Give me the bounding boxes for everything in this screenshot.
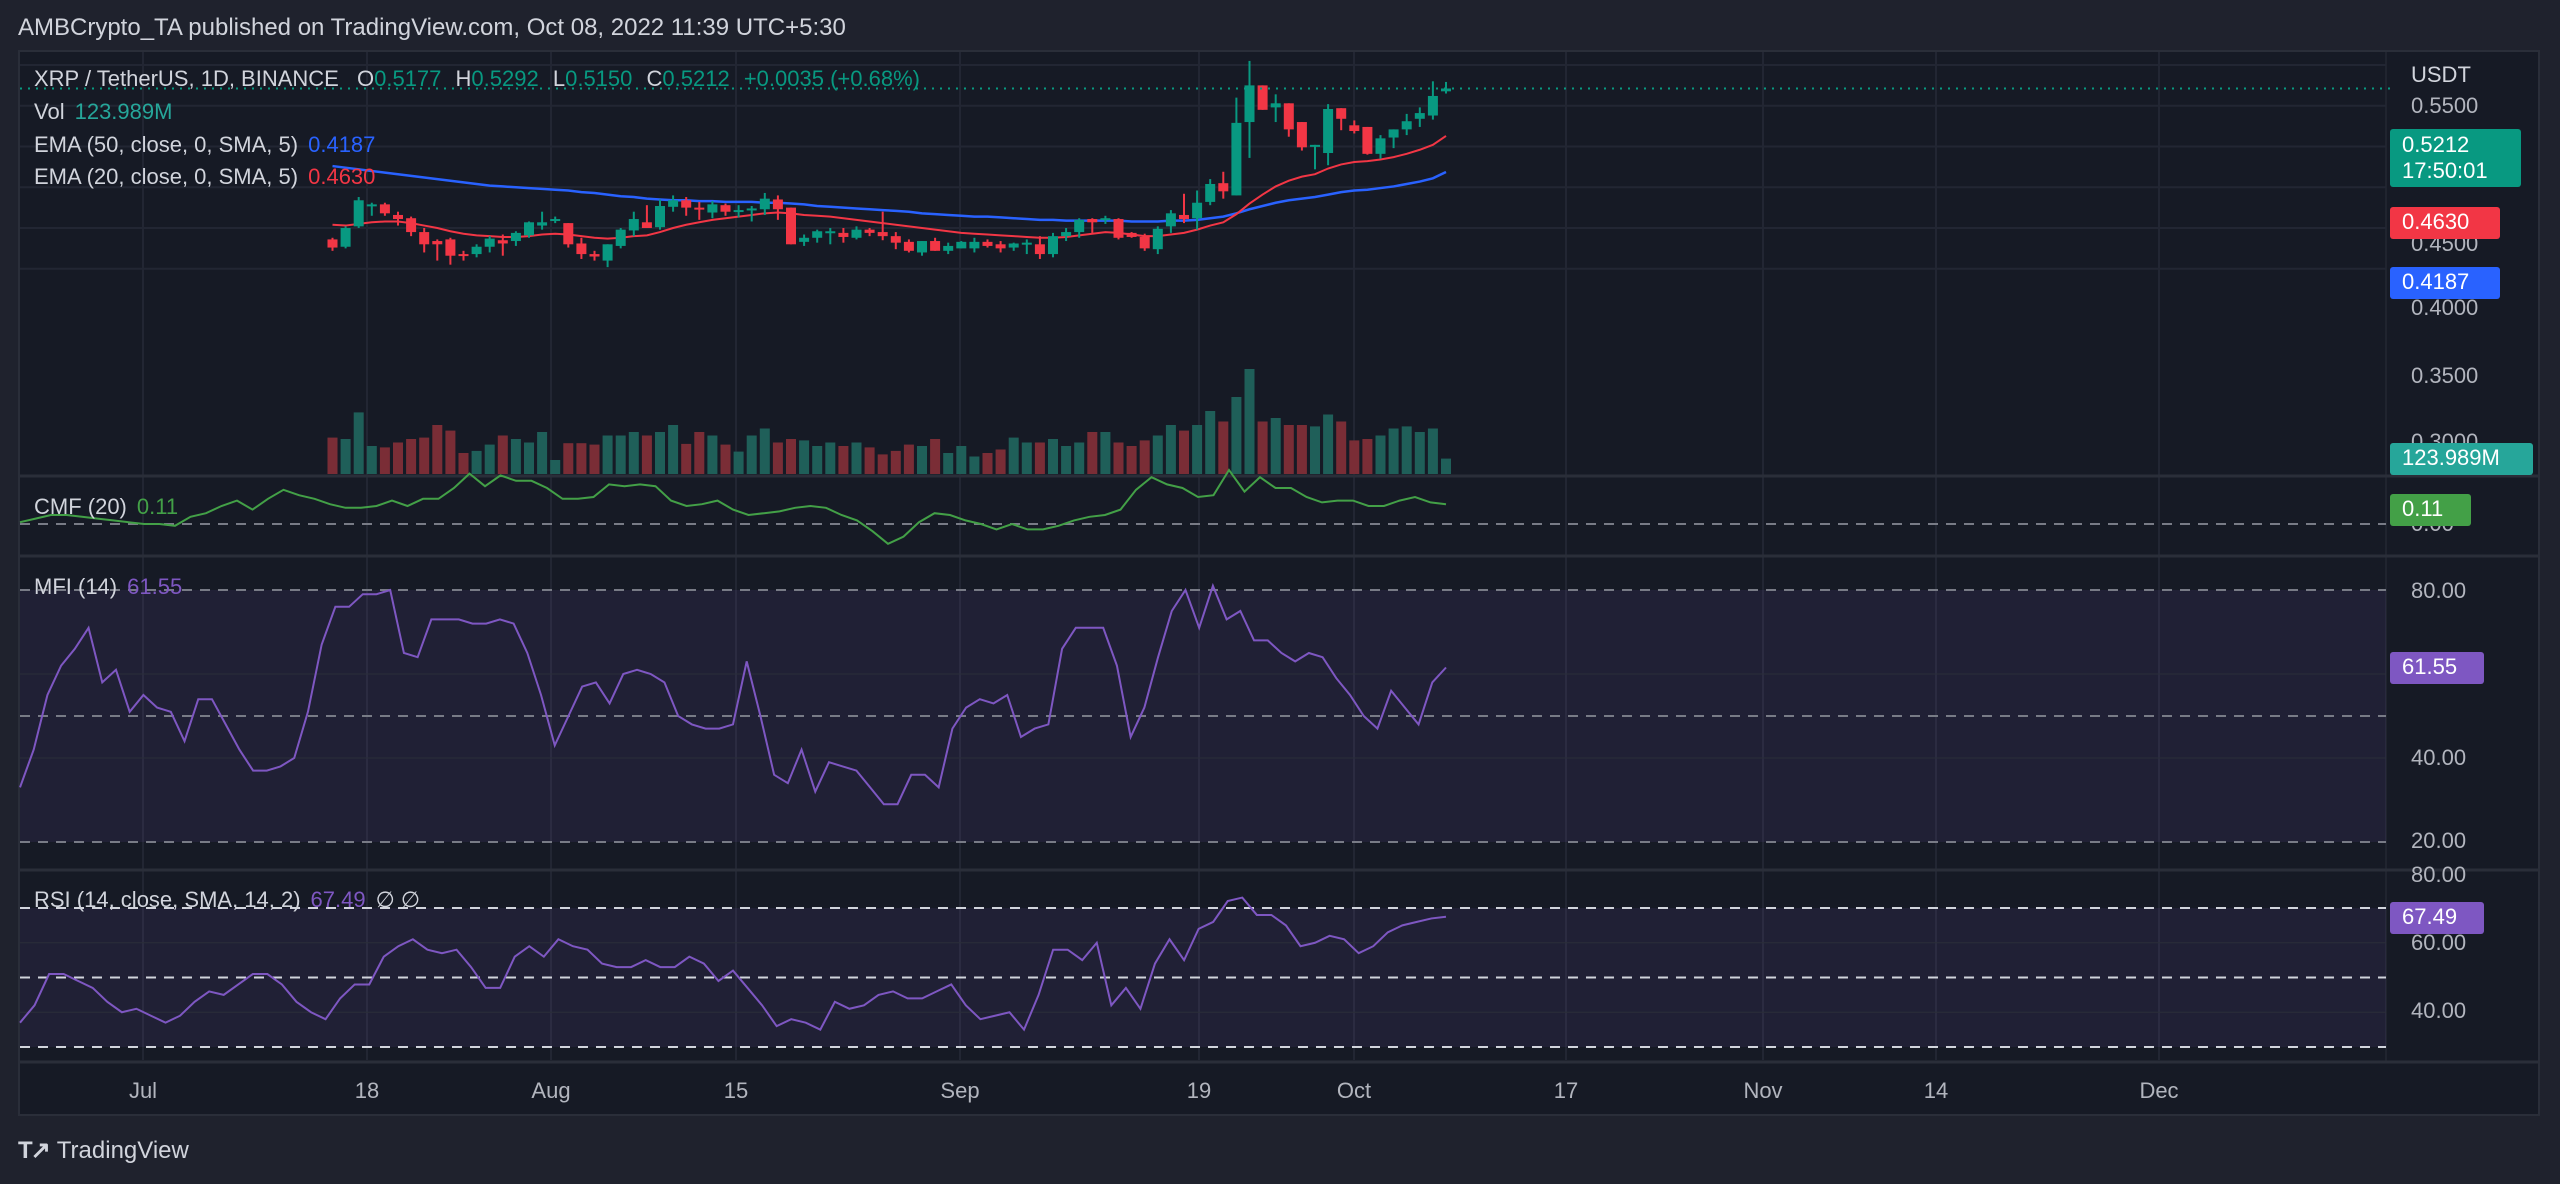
time-label: Dec	[2139, 1078, 2179, 1103]
time-label: 19	[1186, 1078, 1212, 1103]
mfi-value: 61.55	[127, 574, 183, 599]
open-label: O	[356, 66, 375, 91]
ema20-price-tag: 0.4630	[2390, 207, 2500, 239]
close-value: 0.5212	[662, 66, 730, 91]
rsi-tag: 67.49	[2390, 902, 2484, 934]
rsi-label: RSI (14, close, SMA, 14, 2)	[34, 887, 301, 912]
change-value: +0.0035 (+0.68%)	[743, 66, 920, 91]
high-value: 0.5292	[471, 66, 539, 91]
publisher-caption: AMBCrypto_TA published on TradingView.co…	[18, 14, 846, 41]
mfi-label: MFI (14)	[34, 574, 118, 599]
open-value: 0.5177	[374, 66, 442, 91]
brand-name: TradingView	[56, 1136, 189, 1164]
currency-label: USDT	[2411, 62, 2471, 87]
mfi-tick: 40.00	[2411, 745, 2467, 770]
cmf-tag: 0.11	[2390, 494, 2471, 526]
time-label: 17	[1553, 1078, 1579, 1103]
mfi-tick: 20.00	[2411, 828, 2467, 853]
cmf-legend[interactable]: CMF (20) 0.11	[34, 494, 178, 520]
rsi-tick: 40.00	[2411, 998, 2467, 1023]
time-label: 14	[1923, 1078, 1949, 1103]
rsi-legend[interactable]: RSI (14, close, SMA, 14, 2) 67.49 ∅ ∅	[34, 887, 420, 913]
cmf-value: 0.11	[136, 494, 179, 519]
volume-label: Vol	[34, 99, 65, 124]
symbol-legend[interactable]: XRP / TetherUS, 1D, BINANCE O0.5177 H0.5…	[34, 66, 920, 92]
mfi-tick: 80.00	[2411, 578, 2467, 603]
symbol-title: XRP / TetherUS, 1D, BINANCE	[34, 66, 339, 91]
low-label: L	[552, 66, 566, 91]
last-price-value: 0.5212	[2402, 132, 2470, 157]
price-tick: 0.5500	[2411, 93, 2479, 118]
rsi-extra-values: ∅ ∅	[375, 887, 421, 912]
time-label: 15	[723, 1078, 749, 1103]
ema20-label: EMA (20, close, 0, SMA, 5)	[34, 164, 299, 189]
price-tick: 0.3500	[2411, 363, 2479, 388]
ema20-value: 0.4630	[308, 164, 376, 189]
volume-tag: 123.989M	[2390, 443, 2533, 475]
time-label: Oct	[1336, 1078, 1372, 1103]
volume-value: 123.989M	[74, 99, 173, 124]
time-label: Jul	[128, 1078, 158, 1103]
close-label: C	[646, 66, 663, 91]
rsi-tick: 80.00	[2411, 862, 2467, 887]
rsi-tick: 60.00	[2411, 930, 2467, 955]
ema50-value: 0.4187	[308, 132, 376, 157]
price-tick: 0.4000	[2411, 295, 2479, 320]
ema20-legend[interactable]: EMA (20, close, 0, SMA, 5) 0.4630	[34, 164, 375, 190]
ema50-price-tag: 0.4187	[2390, 267, 2500, 299]
mfi-legend[interactable]: MFI (14) 61.55	[34, 574, 182, 600]
ema50-label: EMA (50, close, 0, SMA, 5)	[34, 132, 299, 157]
last-price-tag: 0.5212 17:50:01	[2390, 129, 2521, 187]
ema50-legend[interactable]: EMA (50, close, 0, SMA, 5) 0.4187	[34, 132, 375, 158]
low-value: 0.5150	[565, 66, 633, 91]
mfi-tag: 61.55	[2390, 652, 2484, 684]
tradingview-logo-icon: T↗	[18, 1137, 51, 1164]
rsi-value: 67.49	[310, 887, 366, 912]
time-label: 18	[354, 1078, 380, 1103]
cmf-label: CMF (20)	[34, 494, 127, 519]
time-label: Nov	[1743, 1078, 1783, 1103]
bar-countdown: 17:50:01	[2402, 158, 2488, 183]
high-label: H	[455, 66, 472, 91]
footer[interactable]: T↗ TradingView	[18, 1136, 189, 1165]
volume-legend[interactable]: Vol 123.989M	[34, 99, 172, 125]
time-label: Sep	[940, 1078, 980, 1103]
time-label: Aug	[531, 1078, 571, 1103]
